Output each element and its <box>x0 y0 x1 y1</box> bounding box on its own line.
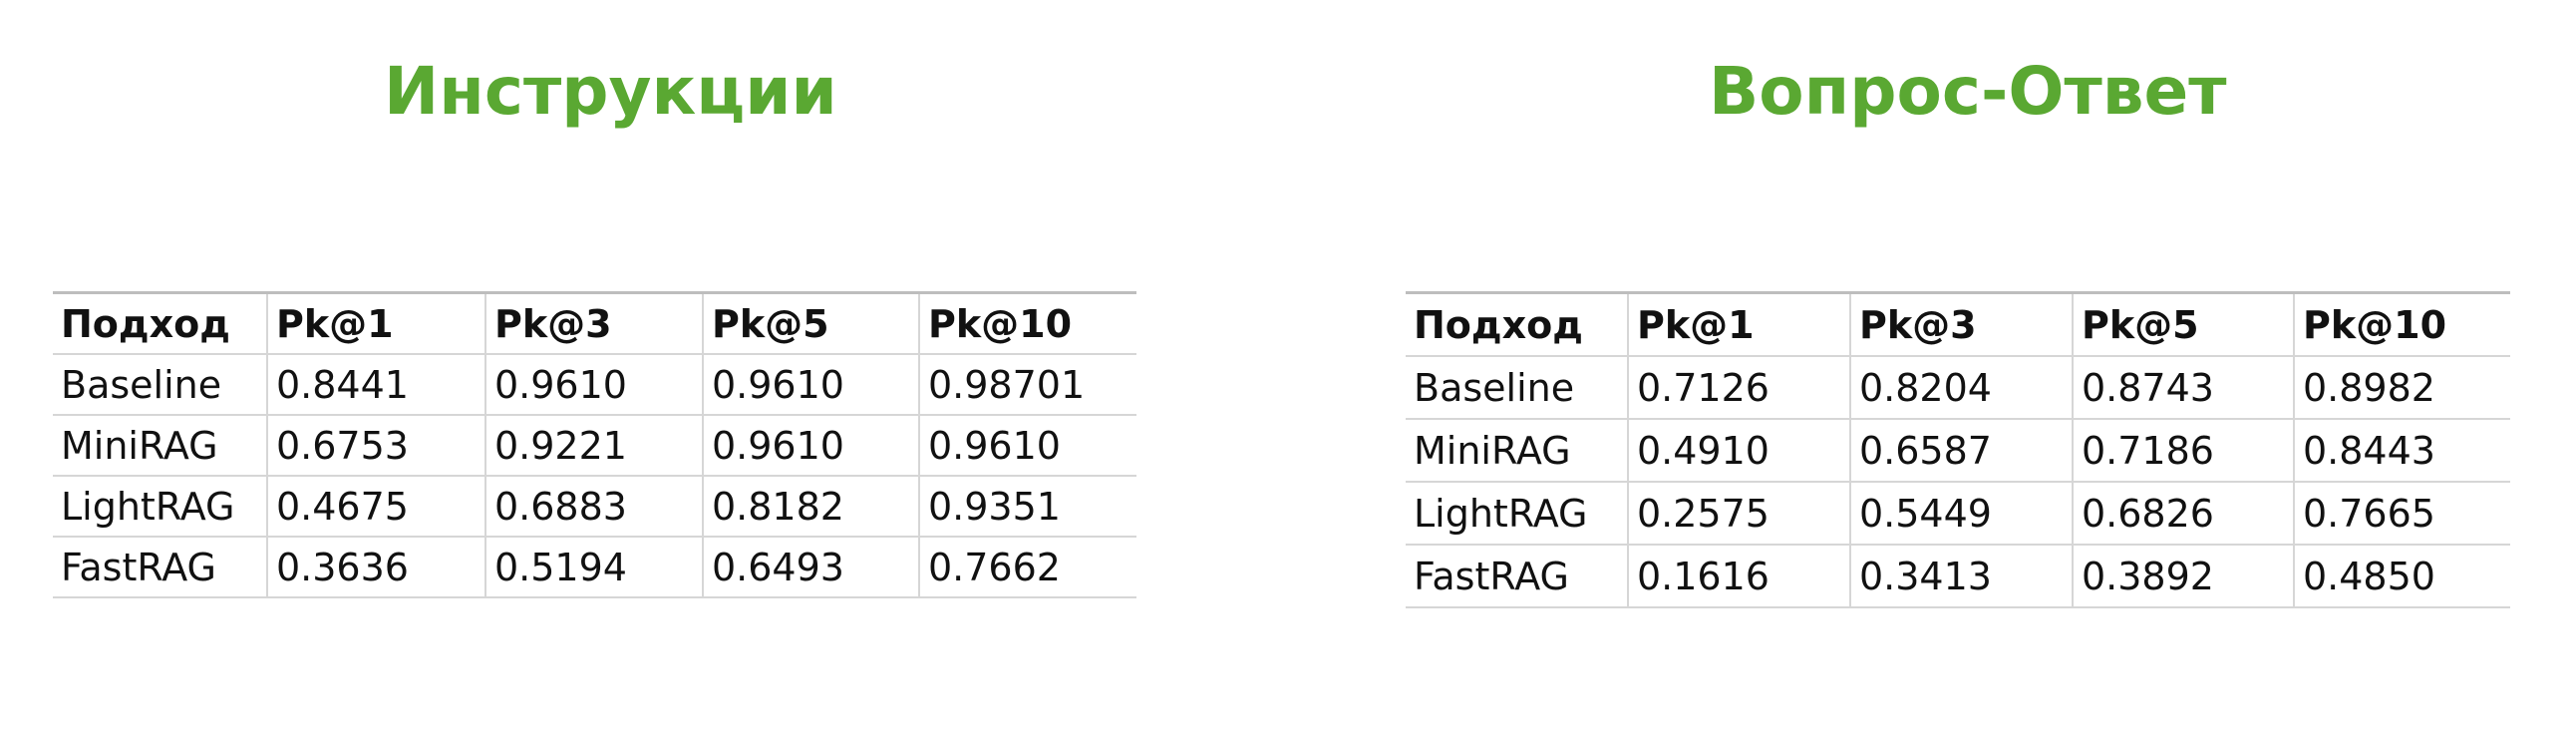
cell-pk3: 0.5194 <box>484 537 703 598</box>
header-pk1: Pk@1 <box>1627 292 1850 357</box>
cell-pk10: 0.8982 <box>2293 356 2510 420</box>
table-row: FastRAG 0.1616 0.3413 0.3892 0.4850 <box>1406 545 2510 608</box>
header-pk10: Pk@10 <box>2293 292 2510 357</box>
cell-approach: MiniRAG <box>53 415 267 477</box>
header-pk5: Pk@5 <box>2072 292 2294 357</box>
cell-pk5: 0.6493 <box>702 537 919 598</box>
cell-pk1: 0.8441 <box>266 354 485 416</box>
cell-approach: FastRAG <box>53 537 267 598</box>
cell-pk1: 0.2575 <box>1627 482 1850 546</box>
cell-pk3: 0.5449 <box>1849 482 2073 546</box>
table-row: LightRAG 0.2575 0.5449 0.6826 0.7665 <box>1406 482 2510 546</box>
cell-pk1: 0.7126 <box>1627 356 1850 420</box>
header-pk3: Pk@3 <box>1849 292 2073 357</box>
cell-pk3: 0.6587 <box>1849 419 2073 483</box>
table-row: LightRAG 0.4675 0.6883 0.8182 0.9351 <box>53 476 1136 538</box>
cell-pk5: 0.9610 <box>702 415 919 477</box>
cell-pk10: 0.7662 <box>918 537 1136 598</box>
header-pk10: Pk@10 <box>918 292 1136 355</box>
cell-pk5: 0.8743 <box>2072 356 2294 420</box>
table-row: Baseline 0.7126 0.8204 0.8743 0.8982 <box>1406 356 2510 420</box>
header-approach: Подход <box>1406 292 1628 357</box>
cell-pk5: 0.9610 <box>702 354 919 416</box>
cell-pk10: 0.9610 <box>918 415 1136 477</box>
cell-pk5: 0.7186 <box>2072 419 2294 483</box>
panel-title-instructions: Инструкции <box>384 53 837 130</box>
cell-pk1: 0.1616 <box>1627 545 1850 608</box>
cell-pk10: 0.4850 <box>2293 545 2510 608</box>
table-row: MiniRAG 0.6753 0.9221 0.9610 0.9610 <box>53 415 1136 477</box>
cell-pk10: 0.9351 <box>918 476 1136 538</box>
cell-pk5: 0.8182 <box>702 476 919 538</box>
cell-pk1: 0.4910 <box>1627 419 1850 483</box>
cell-pk3: 0.3413 <box>1849 545 2073 608</box>
panel-title-qa: Вопрос-Ответ <box>1709 53 2227 130</box>
cell-pk1: 0.3636 <box>266 537 485 598</box>
cell-pk3: 0.6883 <box>484 476 703 538</box>
cell-pk3: 0.9221 <box>484 415 703 477</box>
cell-pk3: 0.8204 <box>1849 356 2073 420</box>
header-pk3: Pk@3 <box>484 292 703 355</box>
header-approach: Подход <box>53 292 267 355</box>
cell-approach: FastRAG <box>1406 545 1628 608</box>
cell-pk10: 0.98701 <box>918 354 1136 416</box>
cell-pk10: 0.7665 <box>2293 482 2510 546</box>
table-row: Baseline 0.8441 0.9610 0.9610 0.98701 <box>53 354 1136 416</box>
results-table-instructions: Подход Pk@1 Pk@3 Pk@5 Pk@10 Baseline 0.8… <box>53 291 1136 598</box>
cell-pk1: 0.4675 <box>266 476 485 538</box>
table-row: MiniRAG 0.4910 0.6587 0.7186 0.8443 <box>1406 419 2510 483</box>
cell-pk1: 0.6753 <box>266 415 485 477</box>
cell-pk5: 0.3892 <box>2072 545 2294 608</box>
cell-pk5: 0.6826 <box>2072 482 2294 546</box>
cell-approach: LightRAG <box>53 476 267 538</box>
cell-approach: Baseline <box>53 354 267 416</box>
cell-approach: Baseline <box>1406 356 1628 420</box>
cell-approach: LightRAG <box>1406 482 1628 546</box>
header-pk5: Pk@5 <box>702 292 919 355</box>
header-pk1: Pk@1 <box>266 292 485 355</box>
cell-approach: MiniRAG <box>1406 419 1628 483</box>
table-header-row: Подход Pk@1 Pk@3 Pk@5 Pk@10 <box>53 292 1136 355</box>
table-row: FastRAG 0.3636 0.5194 0.6493 0.7662 <box>53 537 1136 598</box>
results-table-qa: Подход Pk@1 Pk@3 Pk@5 Pk@10 Baseline 0.7… <box>1406 291 2510 608</box>
cell-pk3: 0.9610 <box>484 354 703 416</box>
cell-pk10: 0.8443 <box>2293 419 2510 483</box>
table-header-row: Подход Pk@1 Pk@3 Pk@5 Pk@10 <box>1406 292 2510 357</box>
